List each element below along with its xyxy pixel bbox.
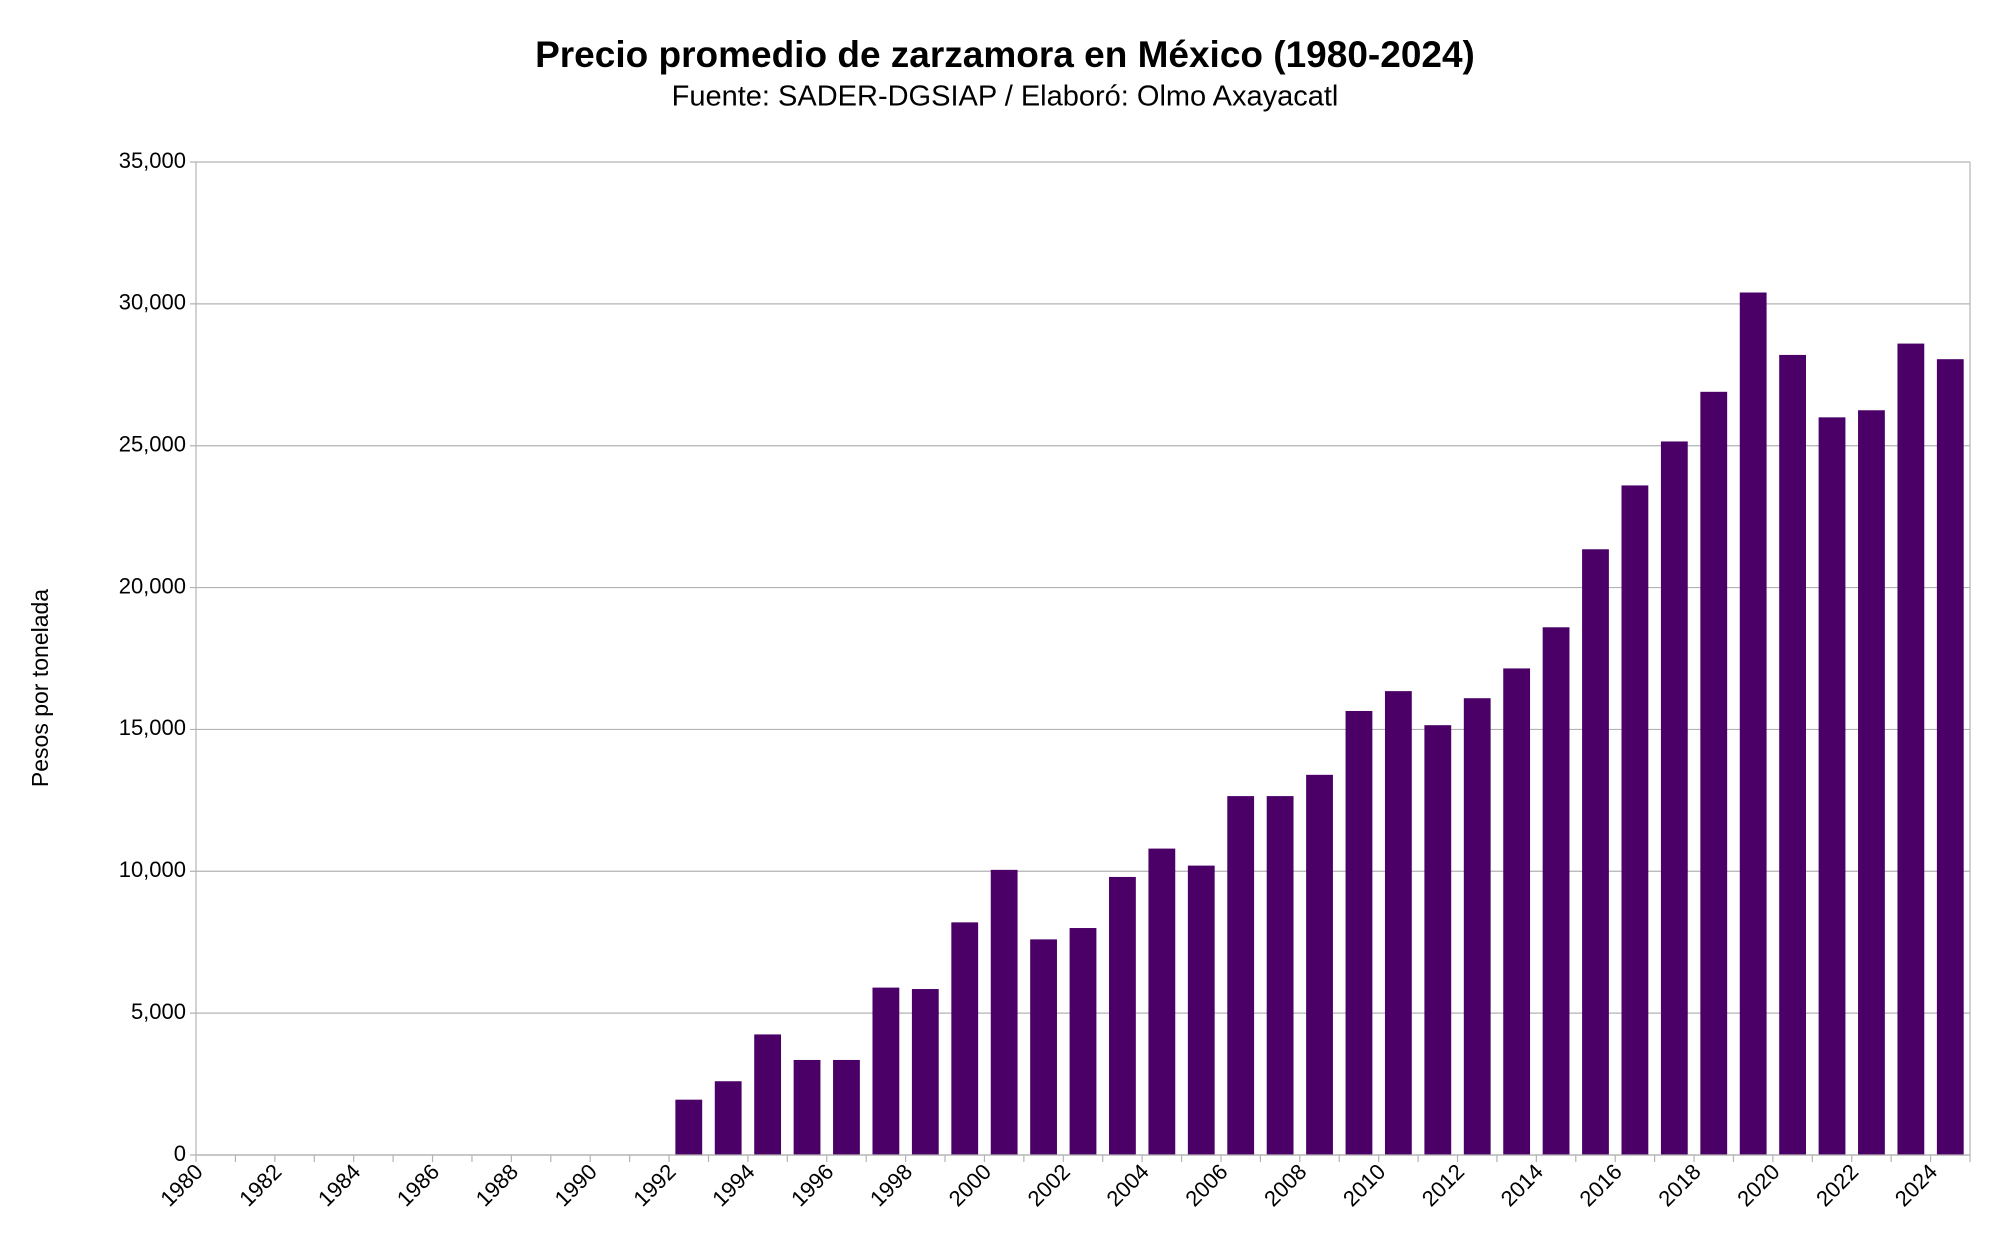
x-tick-label: 1996 [786,1159,838,1211]
bar [793,1059,821,1155]
x-tick-label: 2004 [1101,1159,1153,1211]
bar [1542,627,1570,1155]
x-tick-label: 2012 [1417,1159,1469,1211]
x-tick-label: 1994 [707,1159,759,1211]
y-tick-label: 0 [174,1141,186,1166]
bar [1858,410,1885,1155]
x-tick-label: 2006 [1180,1159,1232,1211]
bar [1739,292,1767,1156]
bar [1227,796,1255,1155]
x-tick-label: 1998 [865,1159,917,1211]
bar [1148,848,1176,1155]
bar [1345,710,1373,1155]
x-tick-label: 2024 [1890,1159,1942,1211]
bar [1424,725,1452,1155]
y-tick-label: 20,000 [119,573,186,598]
bar [1700,391,1728,1155]
bar [1779,354,1807,1155]
y-tick-label: 35,000 [119,148,186,173]
y-tick-label: 10,000 [119,857,186,882]
bar [1582,549,1609,1155]
bar [1897,343,1925,1155]
y-tick-label: 30,000 [119,290,186,315]
bar [1030,939,1057,1155]
bar [872,987,900,1155]
y-tick-label: 25,000 [119,432,186,457]
x-tick-label: 2014 [1496,1159,1548,1211]
chart-subtitle: Fuente: SADER-DGSIAP / Elaboró: Olmo Axa… [672,81,1339,113]
bar [1109,876,1136,1155]
bar [754,1034,782,1155]
bar [1266,796,1294,1155]
x-tick-label: 1990 [550,1159,602,1211]
bar [833,1059,860,1155]
x-tick-label: 1984 [313,1159,365,1211]
bar [1818,417,1846,1155]
bar [1069,928,1097,1155]
bar [1187,865,1215,1155]
bar [951,922,979,1155]
bar [714,1081,742,1155]
x-tick-label: 2010 [1338,1159,1390,1211]
bar [1503,668,1531,1155]
x-tick-label: 2016 [1575,1159,1627,1211]
bar [1660,441,1688,1155]
bar [990,869,1018,1155]
bar [911,989,939,1155]
chart-title: Precio promedio de zarzamora en México (… [535,34,1475,75]
y-axis-label: Pesos por tonelada [27,589,53,787]
bar [1463,698,1491,1155]
x-tick-label: 2008 [1259,1159,1311,1211]
x-tick-label: 2018 [1653,1159,1705,1211]
bar [1936,359,1964,1156]
x-tick-label: 1988 [471,1159,523,1211]
x-tick-label: 2022 [1811,1159,1863,1211]
x-tick-label: 2020 [1732,1159,1784,1211]
bar [1384,691,1412,1155]
bar [675,1099,703,1155]
x-tick-label: 1992 [628,1159,680,1211]
y-tick-label: 5,000 [131,999,186,1024]
bar [1306,774,1333,1155]
y-tick-label: 15,000 [119,715,186,740]
x-tick-label: 2000 [944,1159,996,1211]
x-tick-label: 1986 [392,1159,444,1211]
x-tick-label: 2002 [1023,1159,1075,1211]
x-tick-label: 1980 [155,1159,207,1211]
x-tick-label: 1982 [234,1159,286,1211]
bar [1621,485,1649,1155]
